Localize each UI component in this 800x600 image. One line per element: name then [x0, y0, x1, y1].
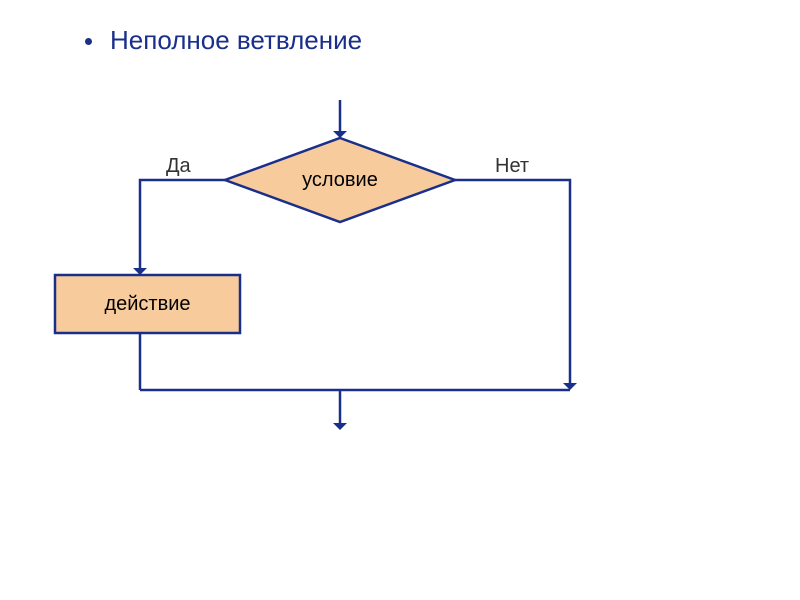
edge-yes: [140, 180, 225, 268]
action-label: действие: [104, 293, 190, 315]
flowchart: условие действие: [0, 0, 800, 600]
edge-no: [455, 180, 570, 383]
condition-label: условие: [302, 169, 378, 191]
